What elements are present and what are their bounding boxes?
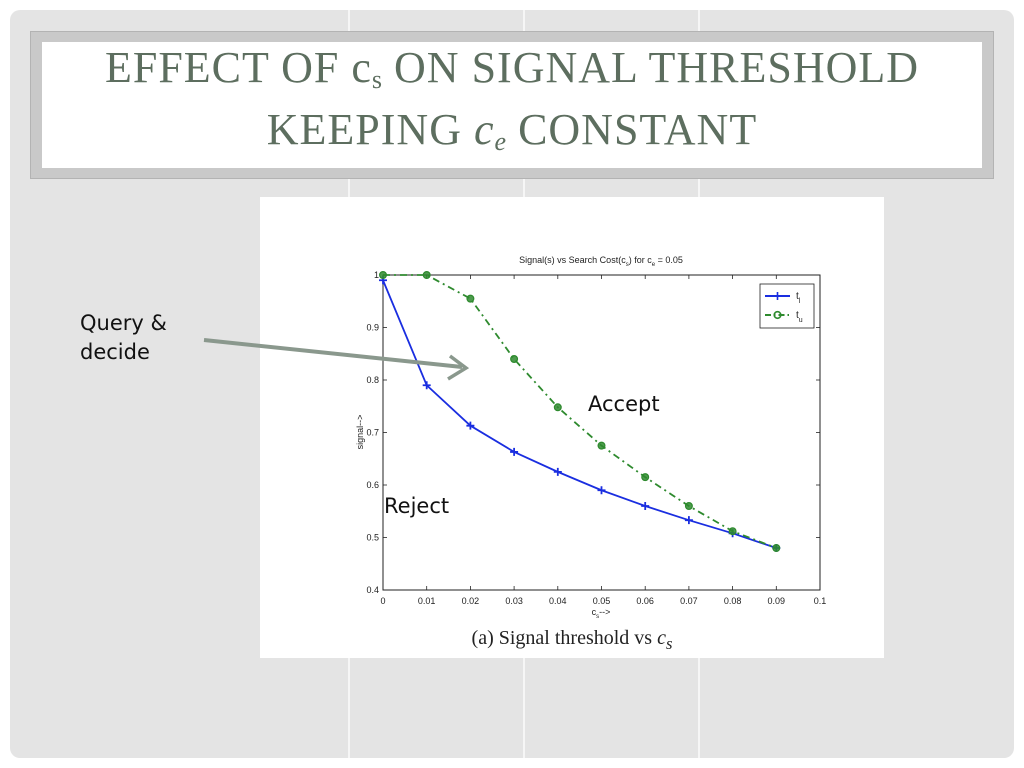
series-layer <box>378 270 781 553</box>
x-tick-label: 0.02 <box>462 596 480 606</box>
reject-label: Reject <box>384 494 450 518</box>
arrow-shaft <box>203 338 463 369</box>
legend-box <box>759 283 815 329</box>
y-tick-label: 0.4 <box>366 585 379 595</box>
chart-title: Signal(s) vs Search Cost(cs) for ce = 0.… <box>519 255 683 268</box>
data-point-u <box>772 544 781 553</box>
data-point-u <box>422 270 431 279</box>
y-axis-label: signal--> <box>355 415 365 450</box>
x-tick-label: 0.1 <box>814 596 827 606</box>
x-tick-label: 0.05 <box>593 596 611 606</box>
data-point-u <box>597 441 606 450</box>
data-point-u <box>510 355 519 364</box>
y-tick-label: 0.5 <box>366 533 379 543</box>
series-line-u <box>383 274 777 549</box>
title-frame: EFFECT OF cs ON SIGNAL THRESHOLD KEEPING… <box>30 31 994 179</box>
data-point-l <box>641 502 650 510</box>
legend-label-tu: tu <box>796 310 803 324</box>
x-tick-label: 0.04 <box>549 596 567 606</box>
legend-label-tl: tl <box>796 291 801 305</box>
y-axis-ticks: 0.4 0.5 0.6 0.7 0.8 0.9 1 <box>366 270 820 595</box>
y-tick-label: 0.6 <box>366 480 379 490</box>
data-point-l <box>597 486 606 495</box>
query-decide-label: Query & decide <box>80 309 167 367</box>
data-point-u <box>728 527 737 536</box>
y-tick-label: 0.8 <box>366 375 379 385</box>
x-axis-ticks: 0 0.01 0.02 0.03 0.04 0.05 0.06 0.07 0.08 0.09 0.1 <box>380 275 826 606</box>
slide-title-line-1: EFFECT OF cs ON SIGNAL THRESHOLD <box>104 43 920 94</box>
data-point-l <box>553 467 562 476</box>
x-tick-label: 0.09 <box>768 596 786 606</box>
data-point-u <box>378 270 387 279</box>
data-point-u <box>553 403 562 412</box>
x-tick-label: 0.07 <box>680 596 698 606</box>
y-tick-label: 0.7 <box>366 428 379 438</box>
x-tick-label: 0.06 <box>636 596 654 606</box>
data-point-l <box>684 516 693 525</box>
query-label-line-1: Query & <box>80 311 167 335</box>
series-line-l <box>382 279 777 549</box>
annotation-arrow <box>203 338 470 381</box>
x-tick-label: 0.03 <box>505 596 523 606</box>
query-label-line-2: decide <box>80 340 150 364</box>
data-point-u <box>684 502 693 511</box>
slide-title-line-2: KEEPING ce CONSTANT <box>266 105 758 156</box>
arrow-head <box>447 354 470 381</box>
figure-caption: (a) Signal threshold vs cs <box>471 627 673 653</box>
data-point-l <box>466 421 475 430</box>
y-tick-label: 1 <box>374 270 379 280</box>
x-tick-label: 0.08 <box>724 596 742 606</box>
y-tick-label: 0.9 <box>366 323 379 333</box>
legend-marker-tu <box>773 310 782 320</box>
title-box: EFFECT OF cs ON SIGNAL THRESHOLD KEEPING… <box>42 42 982 168</box>
chart-figure: Signal(s) vs Search Cost(cs) for ce = 0.… <box>260 197 884 658</box>
data-point-u <box>641 473 650 482</box>
accept-label: Accept <box>588 392 660 416</box>
data-point-l <box>422 381 431 390</box>
legend-marker-tl <box>773 292 782 300</box>
x-tick-label: 0.01 <box>418 596 436 606</box>
legend: tl tu <box>759 283 815 329</box>
x-tick-label: 0 <box>380 596 385 606</box>
line-chart: Signal(s) vs Search Cost(cs) for ce = 0.… <box>355 255 826 620</box>
data-point-l <box>510 447 519 456</box>
data-point-u <box>466 294 475 303</box>
slide: EFFECT OF cs ON SIGNAL THRESHOLD KEEPING… <box>10 10 1014 758</box>
x-axis-label: cs--> <box>592 607 611 620</box>
